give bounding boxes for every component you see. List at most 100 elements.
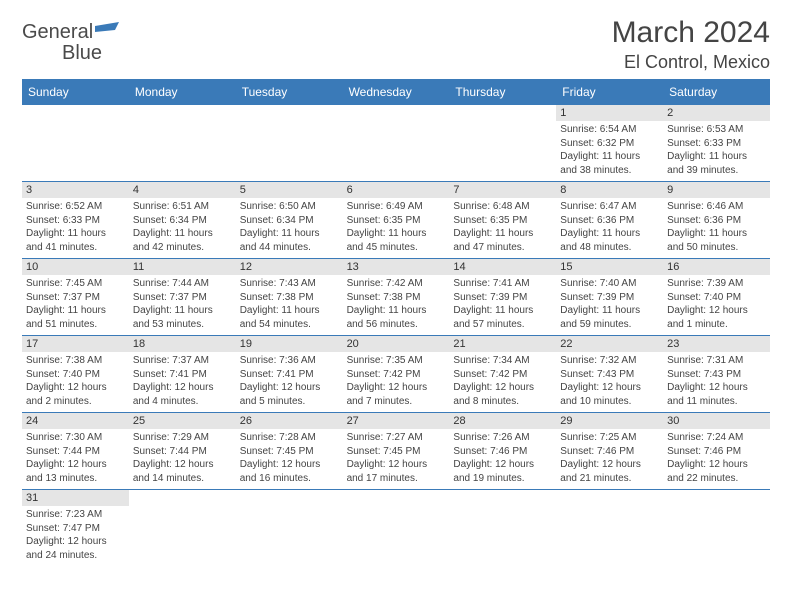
sunset: Sunset: 7:41 PM — [240, 368, 339, 382]
day-number: 31 — [22, 490, 129, 506]
day-info: Sunrise: 7:30 AMSunset: 7:44 PMDaylight:… — [26, 431, 125, 485]
day-info: Sunrise: 7:38 AMSunset: 7:40 PMDaylight:… — [26, 354, 125, 408]
calendar-cell: 11Sunrise: 7:44 AMSunset: 7:37 PMDayligh… — [129, 259, 236, 335]
day-info: Sunrise: 7:43 AMSunset: 7:38 PMDaylight:… — [240, 277, 339, 331]
calendar-week: 1Sunrise: 6:54 AMSunset: 6:32 PMDaylight… — [22, 105, 770, 182]
sunrise: Sunrise: 6:47 AM — [560, 200, 659, 214]
calendar-cell: 17Sunrise: 7:38 AMSunset: 7:40 PMDayligh… — [22, 336, 129, 412]
day-info: Sunrise: 7:44 AMSunset: 7:37 PMDaylight:… — [133, 277, 232, 331]
day-number: 3 — [22, 182, 129, 198]
daylight: Daylight: 12 hours and 24 minutes. — [26, 535, 125, 562]
day-info: Sunrise: 6:50 AMSunset: 6:34 PMDaylight:… — [240, 200, 339, 254]
daylight: Daylight: 12 hours and 14 minutes. — [133, 458, 232, 485]
sunrise: Sunrise: 6:54 AM — [560, 123, 659, 137]
day-number: 4 — [129, 182, 236, 198]
calendar-cell: 19Sunrise: 7:36 AMSunset: 7:41 PMDayligh… — [236, 336, 343, 412]
weekday-tue: Tuesday — [236, 79, 343, 105]
calendar-cell: 13Sunrise: 7:42 AMSunset: 7:38 PMDayligh… — [343, 259, 450, 335]
day-info: Sunrise: 6:51 AMSunset: 6:34 PMDaylight:… — [133, 200, 232, 254]
sunset: Sunset: 7:45 PM — [347, 445, 446, 459]
day-info: Sunrise: 6:46 AMSunset: 6:36 PMDaylight:… — [667, 200, 766, 254]
day-info: Sunrise: 6:49 AMSunset: 6:35 PMDaylight:… — [347, 200, 446, 254]
day-number: 18 — [129, 336, 236, 352]
daylight: Daylight: 11 hours and 39 minutes. — [667, 150, 766, 177]
sunrise: Sunrise: 7:29 AM — [133, 431, 232, 445]
daylight: Daylight: 11 hours and 41 minutes. — [26, 227, 125, 254]
daylight: Daylight: 12 hours and 19 minutes. — [453, 458, 552, 485]
sunrise: Sunrise: 6:51 AM — [133, 200, 232, 214]
sunset: Sunset: 7:46 PM — [667, 445, 766, 459]
sunset: Sunset: 6:32 PM — [560, 137, 659, 151]
daylight: Daylight: 12 hours and 11 minutes. — [667, 381, 766, 408]
calendar-cell — [343, 490, 450, 566]
calendar-cell: 28Sunrise: 7:26 AMSunset: 7:46 PMDayligh… — [449, 413, 556, 489]
sunset: Sunset: 7:38 PM — [347, 291, 446, 305]
sunset: Sunset: 7:46 PM — [560, 445, 659, 459]
calendar-week: 24Sunrise: 7:30 AMSunset: 7:44 PMDayligh… — [22, 413, 770, 490]
sunset: Sunset: 6:35 PM — [453, 214, 552, 228]
sunrise: Sunrise: 7:28 AM — [240, 431, 339, 445]
calendar-cell: 4 Sunrise: 6:51 AMSunset: 6:34 PMDaylight… — [129, 182, 236, 258]
sunset: Sunset: 7:42 PM — [453, 368, 552, 382]
sunset: Sunset: 7:37 PM — [26, 291, 125, 305]
calendar-week: 31Sunrise: 7:23 AMSunset: 7:47 PMDayligh… — [22, 490, 770, 566]
sunset: Sunset: 7:42 PM — [347, 368, 446, 382]
sunset: Sunset: 7:43 PM — [560, 368, 659, 382]
sunset: Sunset: 7:44 PM — [26, 445, 125, 459]
calendar-cell — [556, 490, 663, 566]
day-info: Sunrise: 6:47 AMSunset: 6:36 PMDaylight:… — [560, 200, 659, 254]
sunset: Sunset: 6:36 PM — [560, 214, 659, 228]
day-info: Sunrise: 6:54 AMSunset: 6:32 PMDaylight:… — [560, 123, 659, 177]
month-title: March 2024 — [612, 16, 770, 50]
sunset: Sunset: 7:46 PM — [453, 445, 552, 459]
calendar-cell: 23Sunrise: 7:31 AMSunset: 7:43 PMDayligh… — [663, 336, 770, 412]
sunrise: Sunrise: 7:26 AM — [453, 431, 552, 445]
sunrise: Sunrise: 7:37 AM — [133, 354, 232, 368]
sunset: Sunset: 6:34 PM — [133, 214, 232, 228]
sunrise: Sunrise: 7:30 AM — [26, 431, 125, 445]
daylight: Daylight: 12 hours and 5 minutes. — [240, 381, 339, 408]
daylight: Daylight: 12 hours and 22 minutes. — [667, 458, 766, 485]
day-number: 6 — [343, 182, 450, 198]
weekday-mon: Monday — [129, 79, 236, 105]
sunset: Sunset: 7:39 PM — [560, 291, 659, 305]
day-info: Sunrise: 7:29 AMSunset: 7:44 PMDaylight:… — [133, 431, 232, 485]
day-info: Sunrise: 6:48 AMSunset: 6:35 PMDaylight:… — [453, 200, 552, 254]
day-number: 1 — [556, 105, 663, 121]
day-info: Sunrise: 7:31 AMSunset: 7:43 PMDaylight:… — [667, 354, 766, 408]
calendar-week: 10Sunrise: 7:45 AMSunset: 7:37 PMDayligh… — [22, 259, 770, 336]
day-number: 25 — [129, 413, 236, 429]
daylight: Daylight: 12 hours and 10 minutes. — [560, 381, 659, 408]
day-number: 14 — [449, 259, 556, 275]
calendar-cell: 12Sunrise: 7:43 AMSunset: 7:38 PMDayligh… — [236, 259, 343, 335]
daylight: Daylight: 12 hours and 16 minutes. — [240, 458, 339, 485]
day-info: Sunrise: 7:26 AMSunset: 7:46 PMDaylight:… — [453, 431, 552, 485]
sunrise: Sunrise: 7:39 AM — [667, 277, 766, 291]
daylight: Daylight: 12 hours and 1 minute. — [667, 304, 766, 331]
day-info: Sunrise: 7:28 AMSunset: 7:45 PMDaylight:… — [240, 431, 339, 485]
calendar-cell: 1 Sunrise: 6:54 AMSunset: 6:32 PMDaylight… — [556, 105, 663, 181]
calendar-cell — [449, 490, 556, 566]
header: General Blue March 2024 El Control, Mexi… — [22, 16, 770, 73]
sunrise: Sunrise: 7:25 AM — [560, 431, 659, 445]
daylight: Daylight: 12 hours and 7 minutes. — [347, 381, 446, 408]
sunset: Sunset: 6:34 PM — [240, 214, 339, 228]
calendar-cell: 30Sunrise: 7:24 AMSunset: 7:46 PMDayligh… — [663, 413, 770, 489]
calendar-cell — [129, 105, 236, 181]
daylight: Daylight: 12 hours and 17 minutes. — [347, 458, 446, 485]
logo-flag-icon — [95, 22, 121, 43]
day-info: Sunrise: 7:39 AMSunset: 7:40 PMDaylight:… — [667, 277, 766, 331]
day-info: Sunrise: 6:53 AMSunset: 6:33 PMDaylight:… — [667, 123, 766, 177]
daylight: Daylight: 11 hours and 47 minutes. — [453, 227, 552, 254]
sunrise: Sunrise: 7:42 AM — [347, 277, 446, 291]
day-info: Sunrise: 7:42 AMSunset: 7:38 PMDaylight:… — [347, 277, 446, 331]
daylight: Daylight: 12 hours and 21 minutes. — [560, 458, 659, 485]
day-number: 24 — [22, 413, 129, 429]
calendar-cell: 9Sunrise: 6:46 AMSunset: 6:36 PMDaylight… — [663, 182, 770, 258]
calendar-cell: 22Sunrise: 7:32 AMSunset: 7:43 PMDayligh… — [556, 336, 663, 412]
calendar-cell — [236, 490, 343, 566]
calendar-week: 17Sunrise: 7:38 AMSunset: 7:40 PMDayligh… — [22, 336, 770, 413]
daylight: Daylight: 11 hours and 51 minutes. — [26, 304, 125, 331]
calendar-cell: 26Sunrise: 7:28 AMSunset: 7:45 PMDayligh… — [236, 413, 343, 489]
calendar-cell — [449, 105, 556, 181]
